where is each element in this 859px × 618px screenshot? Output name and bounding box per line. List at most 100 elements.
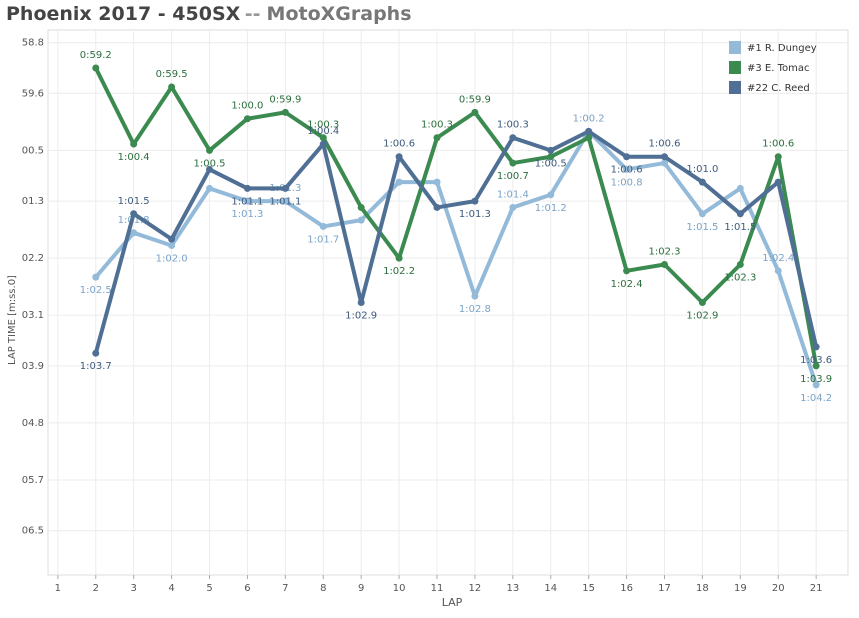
y-tick-label: 06.5 [22,526,44,537]
data-label: 1:02.3 [648,246,680,257]
x-tick-label: 13 [506,583,519,594]
data-label: 1:01.0 [686,164,718,175]
plot-frame [47,29,849,576]
point [698,178,706,186]
legend-label: #22 C. Reed [747,83,810,94]
x-tick-label: 14 [544,583,557,594]
point [433,178,441,186]
data-label: 1:00.6 [648,139,680,150]
point [130,229,138,237]
x-tick-label: 5 [206,583,212,594]
x-tick-label: 16 [620,583,633,594]
data-label: 1:00.2 [573,113,605,124]
data-label: 1:01.5 [686,222,718,233]
point [509,203,517,211]
series-line [93,67,819,367]
data-label: 1:00.7 [497,171,529,182]
data-label: 1:01.1 [231,196,263,207]
point [319,134,327,142]
data-label: 1:01.3 [459,209,491,220]
x-tick-label: 3 [130,583,136,594]
data-label: 1:03.9 [800,374,832,385]
x-tick-label: 9 [358,583,364,594]
data-label: 1:02.9 [686,311,718,322]
point [357,299,365,306]
data-label: 1:01.5 [118,196,150,207]
point [812,343,820,351]
y-tick-label: 58.8 [22,38,44,49]
point [395,254,403,262]
point [812,362,820,370]
point [547,153,555,161]
point [130,140,138,148]
point [623,153,631,161]
point [812,381,820,389]
legend-swatch [729,81,741,94]
point [206,165,214,173]
point [281,184,289,192]
point [623,165,631,173]
data-label: 1:01.1 [269,196,301,207]
point [243,184,251,192]
legend-swatch [729,61,741,74]
title: Phoenix 2017 - 450SX [6,3,241,25]
x-tick-label: 19 [734,583,747,594]
data-label: 1:00.4 [118,152,150,163]
point [433,134,441,142]
data-label: 1:02.9 [345,311,377,322]
x-tick-label: 12 [469,583,482,594]
point [660,153,668,161]
x-tick-label: 21 [810,583,823,594]
legend-label: #1 R. Dungey [747,43,817,54]
y-tick-label: 04.8 [22,418,44,429]
data-label: 1:01.2 [535,203,567,214]
data-label: 1:00.5 [535,158,567,169]
data-label: 1:00.5 [194,158,226,169]
point [509,159,517,167]
data-label: 1:02.4 [762,253,794,264]
data-label: 1:00.8 [611,177,643,188]
data-label: 1:00.6 [762,139,794,150]
data-label: 0:59.2 [80,50,112,61]
point [357,203,365,211]
point [243,197,251,205]
y-tick-label: 02.2 [22,253,44,264]
data-label: 1:02.0 [156,253,188,264]
point [92,349,100,357]
data-label: 0:59.9 [269,94,301,105]
data-label: 1:02.2 [383,266,415,277]
data-label: 0:59.9 [459,94,491,105]
y-tick-label: 03.9 [22,361,44,372]
data-label: 1:00.6 [611,165,643,176]
point [547,191,555,199]
point [319,140,327,148]
point [281,197,289,205]
x-tick-label: 1 [55,583,61,594]
point [395,178,403,186]
point [395,153,403,161]
data-label: 1:02.8 [459,304,491,315]
data-label: 1:02.5 [80,285,112,296]
legend-label: #3 E. Tomac [747,63,810,74]
point [130,210,138,218]
point [698,299,706,306]
data-label: 1:00.3 [307,120,339,131]
data-label: 1:04.2 [800,393,832,404]
point [585,127,593,135]
point [736,184,744,192]
point [243,115,251,123]
point [547,146,555,154]
x-tick-label: 20 [772,583,785,594]
x-tick-label: 18 [696,583,709,594]
y-tick-label: 59.6 [22,88,44,99]
point [357,216,365,224]
y-tick-label: 01.3 [22,196,44,207]
point [471,292,479,300]
data-label: 0:59.5 [156,69,188,80]
point [206,184,214,192]
brand: MotoXGraphs [267,3,412,25]
data-label: 1:00.0 [231,101,263,112]
data-label: 1:02.3 [724,272,756,283]
point [168,83,176,91]
